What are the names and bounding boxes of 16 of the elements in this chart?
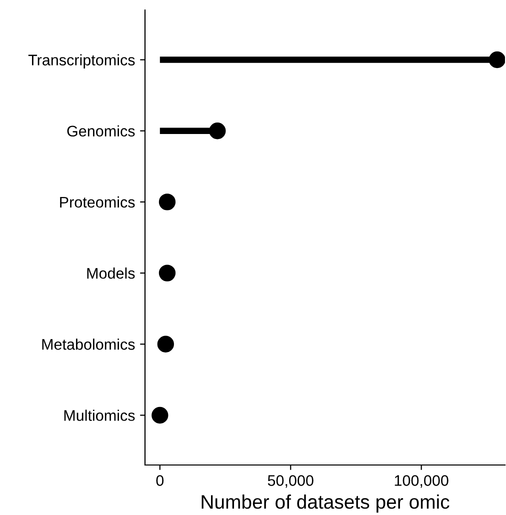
x-tick-label: 0 (156, 475, 164, 486)
y-tick-label: Genomics (67, 125, 135, 137)
y-tick-label: Models (87, 268, 135, 279)
x-axis-title: Number of datasets per omic (202, 494, 450, 513)
y-tick-label: Proteomics (60, 196, 135, 208)
point (158, 264, 176, 282)
point (209, 122, 226, 140)
point (157, 336, 174, 352)
x-tick-label: 100,000 (394, 475, 448, 488)
point (152, 406, 168, 424)
point (158, 194, 176, 210)
y-tick-label: Transcriptomics (28, 54, 135, 68)
y-tick-label: Metabolomics (42, 338, 135, 350)
y-tick-label: Multiomics (64, 410, 135, 421)
x-tick-label: 50,000 (268, 475, 314, 488)
point (488, 51, 505, 68)
